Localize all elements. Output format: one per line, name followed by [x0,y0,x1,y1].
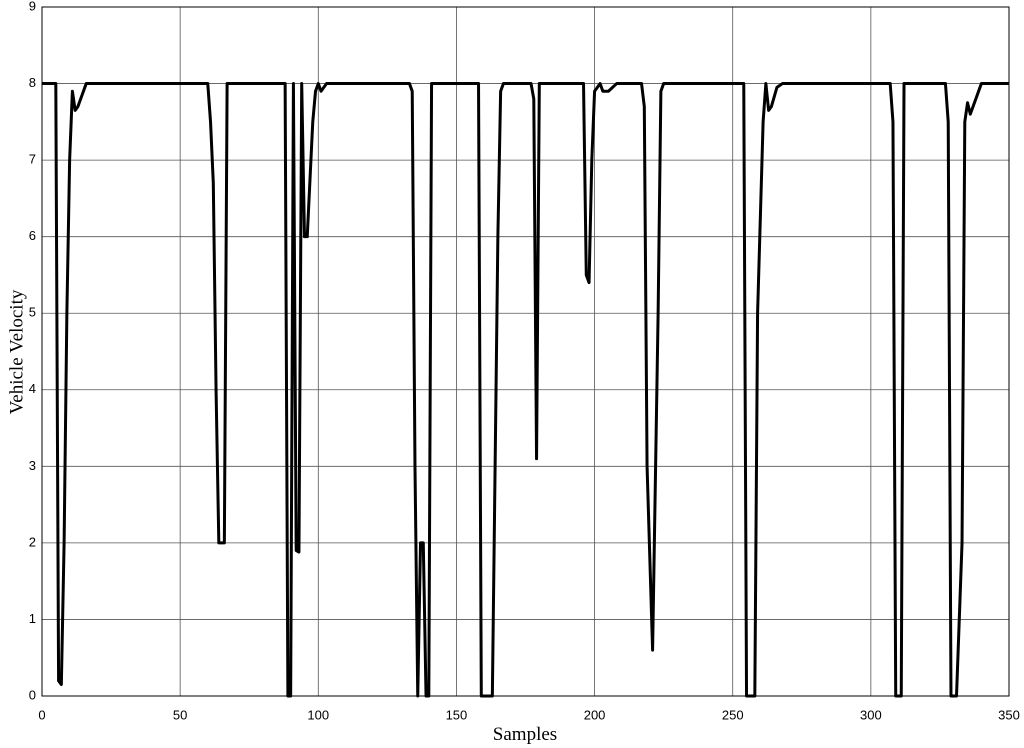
x-tick-label: 250 [722,707,744,722]
y-tick-label: 0 [29,687,36,702]
y-tick-label: 7 [29,152,36,167]
x-tick-label: 100 [307,707,329,722]
data-line [42,82,1009,698]
y-tick-label: 1 [29,611,36,626]
y-tick-label: 4 [29,381,36,396]
plot-frame [41,6,1010,697]
y-tick-label: 3 [29,458,36,473]
y-tick-label: 2 [29,534,36,549]
x-tick-label: 300 [860,707,882,722]
x-tick-label: 350 [998,707,1020,722]
y-tick-label: 5 [29,305,36,320]
x-tick-label: 50 [173,707,187,722]
x-tick-label: 0 [38,707,45,722]
y-axis-label: Vehicle Velocity [6,289,27,414]
x-axis-label: Samples [493,724,557,745]
y-tick-label: 9 [29,0,36,13]
y-tick-label: 8 [29,75,36,90]
y-tick-label: 6 [29,228,36,243]
x-tick-label: 150 [446,707,468,722]
x-tick-label: 200 [584,707,606,722]
